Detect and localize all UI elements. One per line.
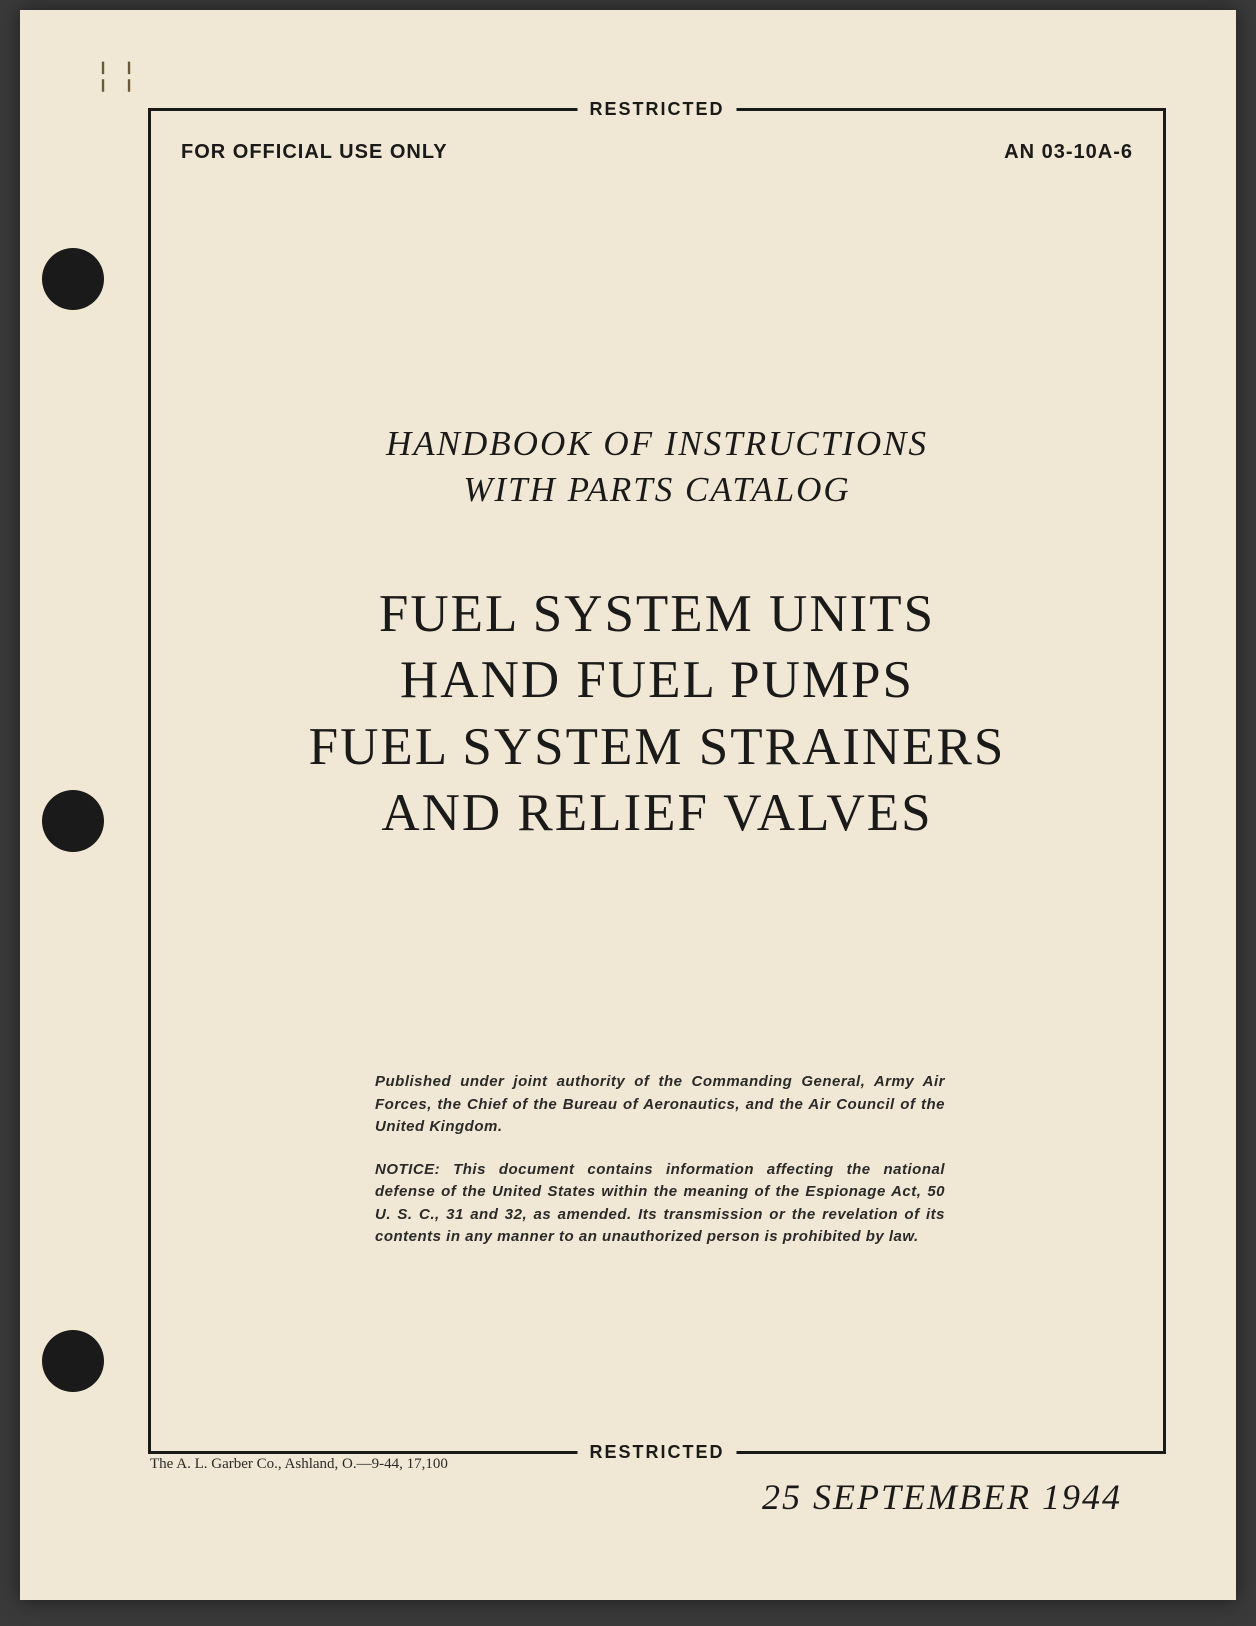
- document-title: FUEL SYSTEM UNITS HAND FUEL PUMPS FUEL S…: [151, 581, 1163, 846]
- punch-hole: [42, 1330, 104, 1392]
- notice-statement: NOTICE: This document contains informati…: [375, 1159, 945, 1249]
- title-line-3: FUEL SYSTEM STRAINERS: [151, 714, 1163, 780]
- header-row: FOR OFFICIAL USE ONLY AN 03-10A-6: [181, 141, 1133, 164]
- header-right: AN 03-10A-6: [1004, 141, 1133, 164]
- staple-mark: ╎╎: [94, 60, 130, 110]
- document-date: 25 SEPTEMBER 1944: [762, 1476, 1122, 1518]
- title-line-1: FUEL SYSTEM UNITS: [151, 581, 1163, 647]
- document-page: ╎╎ RESTRICTED RESTRICTED FOR OFFICIAL US…: [20, 10, 1236, 1600]
- header-left: FOR OFFICIAL USE ONLY: [181, 141, 448, 164]
- authority-statement: Published under joint authority of the C…: [375, 1071, 945, 1139]
- title-line-4: AND RELIEF VALVES: [151, 780, 1163, 846]
- document-subtitle: HANDBOOK OF INSTRUCTIONS WITH PARTS CATA…: [151, 421, 1163, 512]
- classification-bottom: RESTRICTED: [577, 1442, 736, 1463]
- subtitle-line-1: HANDBOOK OF INSTRUCTIONS: [151, 421, 1163, 467]
- subtitle-line-2: WITH PARTS CATALOG: [151, 467, 1163, 513]
- title-line-2: HAND FUEL PUMPS: [151, 647, 1163, 713]
- punch-hole: [42, 248, 104, 310]
- publication-block: Published under joint authority of the C…: [375, 1071, 945, 1269]
- punch-hole: [42, 790, 104, 852]
- printer-line: The A. L. Garber Co., Ashland, O.—9-44, …: [150, 1456, 448, 1473]
- content-frame: RESTRICTED RESTRICTED FOR OFFICIAL USE O…: [148, 108, 1166, 1454]
- classification-top: RESTRICTED: [577, 99, 736, 120]
